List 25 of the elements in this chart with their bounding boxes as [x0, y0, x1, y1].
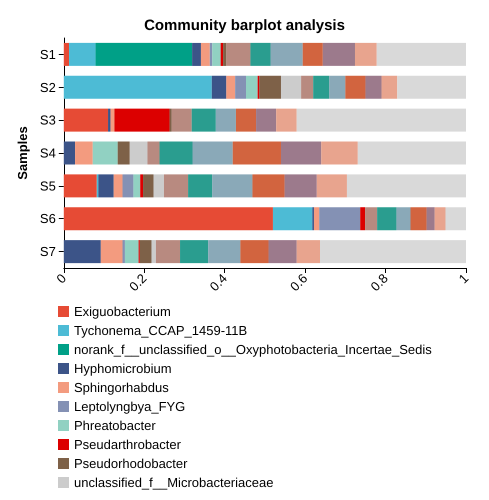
y-tick-label: S7	[40, 244, 56, 260]
x-tick-label: 0.8	[367, 270, 391, 294]
legend-label: Leptolyngbya_FYG	[74, 399, 186, 414]
y-tick-label: S2	[40, 80, 56, 95]
y-axis-title: Samples	[15, 126, 30, 180]
x-tick-label: 1	[456, 270, 472, 286]
y-tick-label: S1	[40, 46, 56, 62]
x-tick-label: 0	[53, 270, 70, 286]
legend-label: Pseudorhodobacter	[74, 456, 188, 471]
y-tick-label: S4	[40, 146, 56, 160]
legend-label: Pseudarthrobacter	[74, 437, 182, 452]
y-tick-label: S3	[40, 112, 56, 128]
x-tick-label: 0.4	[206, 270, 230, 294]
legend-label: Sphingorhabdus	[74, 380, 170, 395]
legend-label: norank_f__unclassified_o__Oxyphotobacteria_Incertae_Sedis	[74, 342, 432, 357]
x-tick-label: 0.6	[287, 270, 310, 294]
legend-label: Hyphomicrobium	[74, 361, 172, 376]
chart-title: Community barplot analysis	[144, 17, 345, 34]
legend-label: unclassified_f__Microbacteriaceae	[74, 475, 274, 490]
y-tick-label: S6	[40, 211, 56, 226]
legend-label: Exiguobacterium	[74, 304, 171, 319]
x-tick-label: 0.2	[126, 270, 150, 294]
legend-label: Tychonema_CCAP_1459-11B	[74, 323, 248, 338]
legend-label: Phreatobacter	[74, 418, 156, 433]
y-tick-label: S5	[40, 178, 56, 194]
